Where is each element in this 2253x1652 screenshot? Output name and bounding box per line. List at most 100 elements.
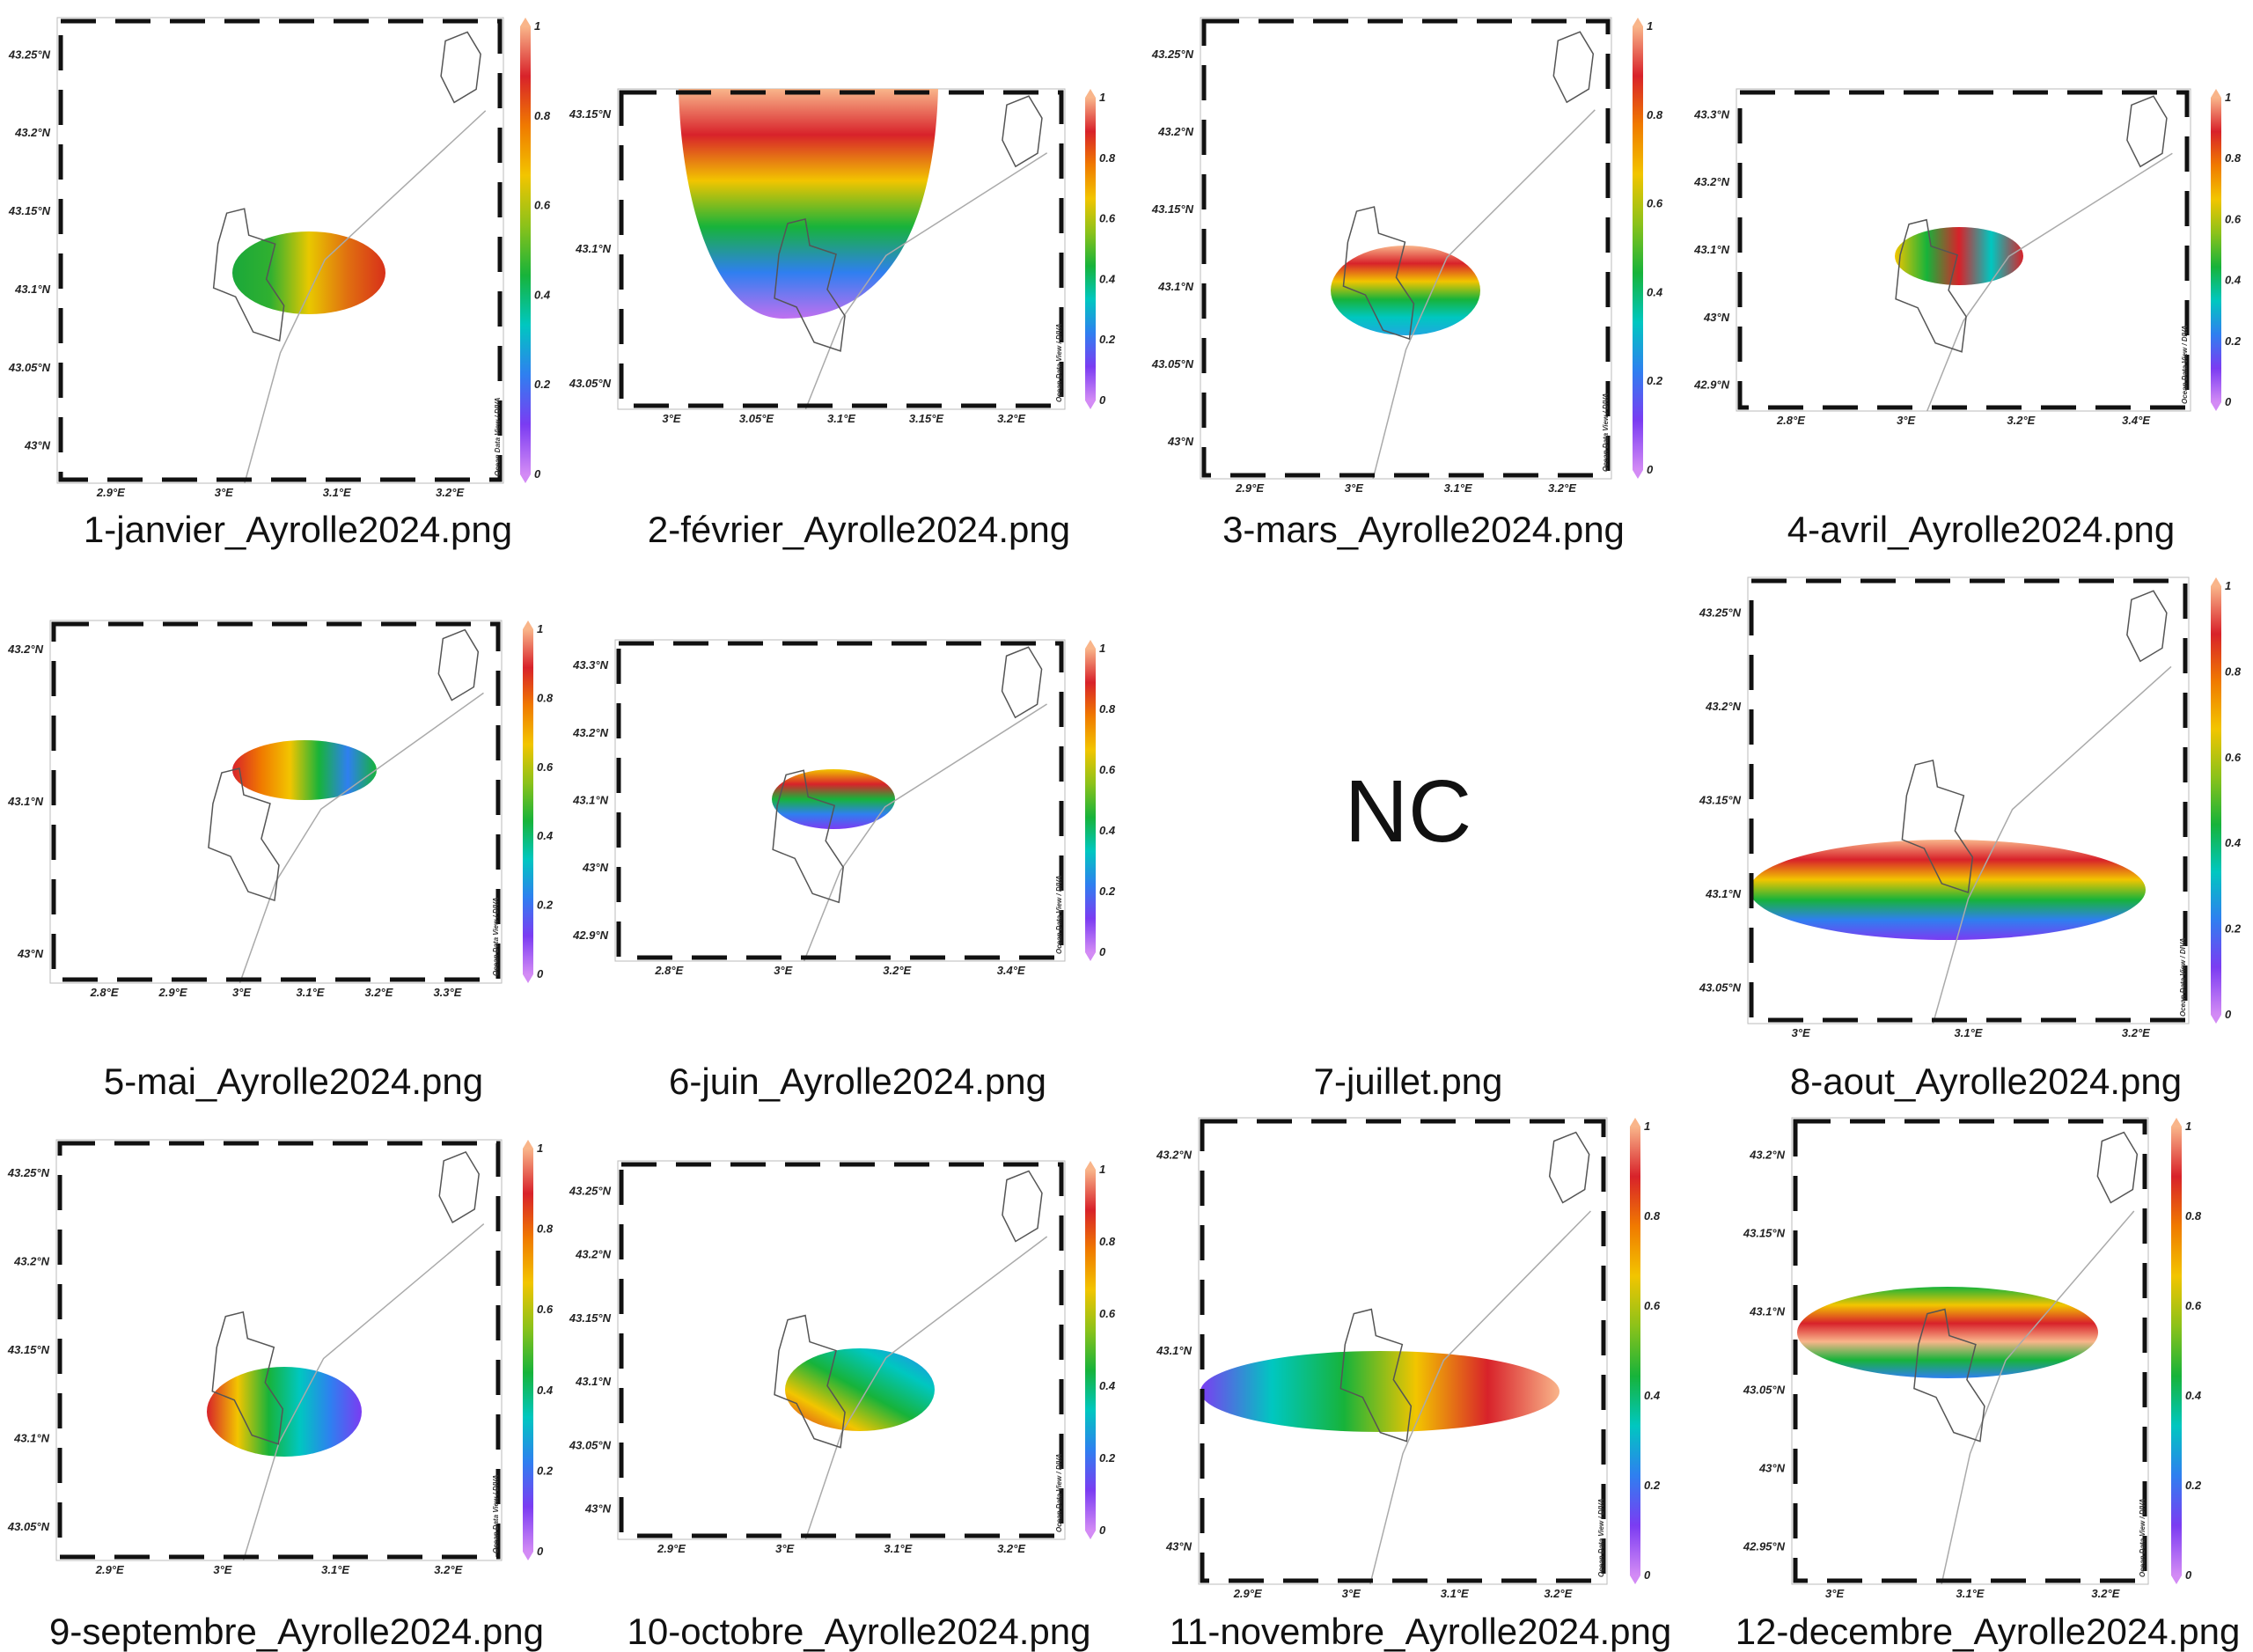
latitude-tick-label: 43.2°N: [1705, 700, 1742, 713]
latitude-tick-label: 43.2°N: [1749, 1148, 1786, 1161]
colorbar-tick-label: 0.2: [1099, 885, 1116, 898]
map-caption: 3-mars_Ayrolle2024.png: [1222, 509, 1625, 550]
longitude-tick-label: 2.9°E: [657, 1542, 686, 1555]
longitude-tick-label: 3.2°E: [997, 1542, 1025, 1555]
pond-outline: [1548, 1131, 1590, 1204]
longitude-tick-label: 2.9°E: [95, 1563, 124, 1576]
map-panel: 43.25°N 43.2°N 43.15°N 43.1°N 43.05°N 3°E 3.1°…: [1699, 576, 2242, 1039]
longitude-tick-label: 3.05°E: [739, 412, 774, 425]
latitude-tick-label: 43.25°N: [7, 1166, 50, 1179]
colorbar-tick-label: 0.8: [1099, 151, 1116, 165]
latitude-tick-label: 43.2°N: [1157, 125, 1194, 138]
interpolated-field: [232, 740, 377, 800]
longitude-tick-label: 3.3°E: [433, 986, 461, 999]
longitude-tick-label: 3°E: [662, 412, 680, 425]
longitude-tick-label: 3.4°E: [2122, 414, 2150, 427]
colorbar: [2171, 1127, 2182, 1575]
colorbar-min-arrow: [2211, 402, 2221, 411]
latitude-tick-label: 43°N: [1165, 1540, 1193, 1553]
map-caption: 9-septembre_Ayrolle2024.png: [49, 1611, 544, 1652]
colorbar-min-arrow: [2211, 1015, 2221, 1024]
interpolated-field: [207, 1367, 362, 1457]
colorbar-tick-label: 0.4: [537, 829, 554, 842]
colorbar-tick-label: 0.6: [537, 1303, 554, 1316]
map-panel: 43.2°N 43.1°N 43°N 2.9°E 3°E 3.1°E 3.2°E 0 0.2 0.…: [1156, 1117, 1661, 1600]
colorbar-tick-label: 0.6: [1099, 1307, 1116, 1320]
interpolated-field: [772, 769, 895, 829]
longitude-tick-label: 3°E: [1792, 1026, 1810, 1039]
longitude-tick-label: 3.2°E: [2091, 1587, 2119, 1600]
latitude-tick-label: 43.05°N: [7, 1520, 50, 1533]
map-caption: 2-février_Ayrolle2024.png: [647, 509, 1071, 550]
longitude-tick-label: 3.2°E: [436, 486, 464, 499]
longitude-tick-label: 3°E: [774, 964, 792, 977]
longitude-tick-label: 3.1°E: [1444, 481, 1472, 495]
colorbar-tick-label: 0.8: [1644, 1209, 1661, 1222]
latitude-tick-label: 43.05°N: [1743, 1384, 1786, 1397]
coastline: [804, 152, 1048, 409]
latitude-tick-label: 43.05°N: [569, 377, 612, 390]
latitude-tick-label: 42.9°N: [572, 929, 609, 942]
watermark: Ocean Data View / DIVA: [1055, 875, 1063, 954]
map-frame: [1747, 576, 2190, 1024]
colorbar-tick-label: 0.4: [2225, 274, 2242, 287]
longitude-tick-label: 3.1°E: [884, 1542, 912, 1555]
pond-outline: [437, 628, 480, 701]
pond-outline: [1001, 646, 1043, 719]
coastline: [242, 1223, 485, 1560]
latitude-tick-label: 43.25°N: [569, 1184, 612, 1197]
watermark: Ocean Data View / DIVA: [492, 1474, 500, 1553]
colorbar-tick-label: 0.8: [2185, 1209, 2202, 1222]
colorbar-tick-label: 0: [2185, 1568, 2192, 1582]
map-caption: 6-juin_Ayrolle2024.png: [669, 1061, 1046, 1102]
colorbar-tick-label: 0: [1099, 393, 1106, 407]
longitude-tick-label: 3.15°E: [909, 412, 944, 425]
watermark: Ocean Data View / DIVA: [1055, 1453, 1063, 1532]
map-caption: 11-novembre_Ayrolle2024.png: [1169, 1611, 1672, 1652]
coastline: [1369, 1210, 1591, 1584]
colorbar-tick-label: 1: [1099, 91, 1105, 104]
latitude-tick-label: 43.05°N: [1151, 357, 1194, 371]
latitude-tick-label: 43.1°N: [13, 1431, 50, 1444]
colorbar-tick-label: 0.8: [534, 109, 551, 122]
colorbar-tick-label: 0: [537, 1545, 544, 1558]
colorbar-tick-label: 1: [2225, 579, 2231, 592]
colorbar-tick-label: 0.2: [534, 378, 551, 391]
latitude-tick-label: 43.1°N: [575, 1375, 612, 1388]
latitude-tick-label: 43.15°N: [7, 1343, 50, 1356]
colorbar-tick-label: 0.2: [1644, 1479, 1661, 1492]
longitude-tick-label: 3.4°E: [997, 964, 1025, 977]
colorbar-tick-label: 0.4: [1644, 1389, 1661, 1402]
colorbar-tick-label: 0.4: [2185, 1389, 2202, 1402]
latitude-tick-label: 43.2°N: [575, 1248, 612, 1261]
colorbar-tick-label: 0.8: [1099, 1235, 1116, 1248]
colorbar-min-arrow: [1085, 400, 1096, 409]
longitude-tick-label: 3.1°E: [297, 986, 325, 999]
colorbar-tick-label: 0.2: [537, 899, 554, 912]
colorbar-tick-label: 0.4: [534, 288, 551, 301]
latitude-tick-label: 43.2°N: [7, 642, 44, 656]
pond-outline: [2126, 590, 2168, 663]
latitude-tick-label: 43.1°N: [14, 283, 51, 296]
colorbar-min-arrow: [1085, 952, 1096, 961]
map-border: [1737, 90, 2190, 410]
colorbar-max-arrow: [523, 620, 533, 629]
colorbar-min-arrow: [2171, 1575, 2182, 1584]
latitude-tick-label: 43.1°N: [1749, 1304, 1786, 1318]
map-panel: 43.2°N 43.15°N 43.1°N 43.05°N 43°N 42.95°N 3°E…: [1743, 1117, 2202, 1600]
colorbar-tick-label: 1: [1644, 1120, 1650, 1133]
longitude-tick-label: 3°E: [775, 1542, 794, 1555]
colorbar-min-arrow: [523, 1552, 533, 1560]
latitude-tick-label: 42.95°N: [1743, 1540, 1786, 1553]
colorbar-tick-label: 0.4: [1099, 272, 1116, 285]
latitude-tick-label: 43°N: [1703, 311, 1730, 324]
colorbar: [1085, 98, 1096, 400]
map-border: [1793, 1119, 2147, 1583]
colorbar-tick-label: 0.2: [1647, 374, 1663, 387]
longitude-tick-label: 3.1°E: [1956, 1587, 1985, 1600]
colorbar-tick-label: 0.4: [537, 1384, 554, 1397]
map-border: [58, 18, 503, 482]
colorbar-tick-label: 1: [1099, 642, 1105, 655]
latitude-tick-label: 42.9°N: [1693, 378, 1730, 392]
